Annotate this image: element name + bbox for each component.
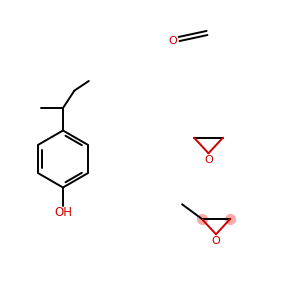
Text: O: O (168, 35, 177, 46)
Text: O: O (212, 236, 220, 246)
Text: OH: OH (54, 206, 72, 219)
Text: O: O (204, 155, 213, 165)
